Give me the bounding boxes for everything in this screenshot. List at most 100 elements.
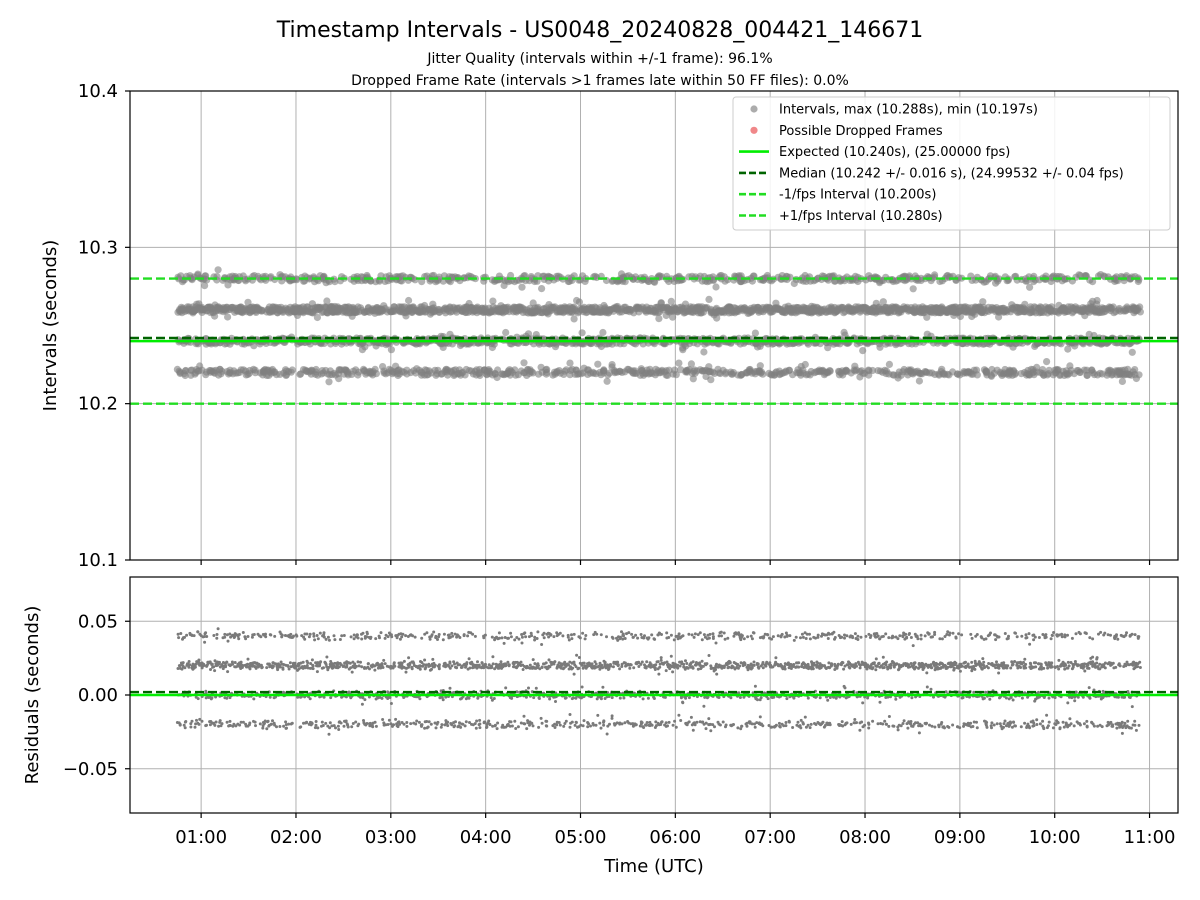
residual-point: [183, 726, 187, 730]
interval-point: [687, 360, 696, 368]
residual-point: [322, 695, 326, 699]
residual-point: [338, 638, 342, 641]
residual-point: [400, 635, 404, 639]
residual-point: [225, 660, 229, 664]
residual-point: [431, 657, 435, 661]
residual-point: [198, 717, 202, 721]
residual-point: [238, 723, 242, 727]
residual-point: [468, 666, 472, 670]
residual-point: [450, 664, 454, 668]
residual-point: [332, 724, 336, 728]
residual-point: [373, 720, 377, 724]
residual-point: [521, 668, 525, 671]
residual-point: [373, 668, 377, 672]
residual-point: [485, 725, 489, 729]
residual-point: [531, 658, 535, 662]
interval-point: [325, 378, 333, 386]
residual-point: [257, 662, 261, 666]
residual-point: [466, 634, 470, 638]
residual-point: [491, 655, 495, 659]
residual-point: [555, 723, 559, 727]
residual-point: [246, 657, 250, 661]
residual-point: [226, 639, 230, 643]
residual-point: [523, 722, 527, 726]
residual-point: [244, 637, 248, 641]
residual-point: [262, 722, 266, 726]
residual-point: [473, 722, 477, 726]
residual-point: [558, 723, 562, 727]
residual-point: [320, 720, 324, 724]
residual-point: [223, 635, 227, 639]
residual-point: [281, 666, 285, 670]
residual-point: [306, 661, 310, 665]
residual-point: [540, 721, 544, 725]
residual-point: [388, 696, 392, 699]
residual-point: [209, 668, 212, 671]
residual-point: [290, 721, 294, 725]
residual-point: [442, 632, 446, 636]
residual-point: [228, 724, 232, 727]
residual-point: [446, 720, 450, 724]
interval-point: [520, 359, 528, 367]
residual-point: [271, 719, 274, 723]
residual-point: [423, 658, 427, 662]
residual-point: [228, 719, 232, 723]
residual-point: [545, 724, 549, 728]
interval-point: [915, 377, 924, 385]
residual-point: [401, 632, 405, 636]
interval-point: [931, 271, 939, 279]
residual-point: [527, 686, 530, 690]
residual-point: [292, 634, 295, 638]
residual-point: [475, 719, 479, 723]
residual-point: [424, 663, 428, 667]
residual-point: [342, 634, 346, 637]
residual-point: [230, 660, 234, 664]
residual-point: [513, 638, 517, 642]
residual-point: [217, 724, 221, 728]
interval-point: [876, 343, 884, 351]
residual-point: [265, 666, 269, 670]
residual-point: [196, 630, 200, 634]
residual-point: [328, 721, 332, 725]
residual-point: [492, 697, 496, 700]
residual-point: [194, 662, 198, 666]
residual-point: [216, 627, 220, 631]
residual-point: [491, 662, 495, 666]
residual-point: [265, 727, 269, 731]
residual-point: [204, 696, 208, 700]
residual-point: [179, 632, 183, 635]
residual-point: [316, 637, 320, 641]
residual-point: [504, 686, 508, 690]
residual-point: [213, 723, 217, 727]
residual-point: [218, 720, 222, 724]
residual-point: [530, 634, 534, 638]
residual-point: [470, 660, 474, 664]
residual-point: [210, 696, 214, 700]
residual-point: [202, 663, 206, 667]
residual-point: [478, 718, 482, 722]
residual-point: [213, 659, 217, 663]
interval-point: [214, 266, 222, 274]
residual-point: [389, 702, 393, 705]
residual-point: [473, 634, 477, 638]
residual-point: [441, 698, 445, 702]
intervals-y-axis-label: Intervals (seconds): [40, 240, 61, 412]
residual-point: [523, 631, 527, 635]
interval-point: [372, 370, 380, 378]
residual-point: [177, 636, 181, 640]
residual-point: [226, 670, 230, 674]
residual-point: [327, 638, 331, 642]
interval-point: [405, 296, 413, 305]
residual-point: [402, 659, 406, 663]
interval-point: [387, 346, 395, 354]
residual-point: [464, 720, 468, 724]
residual-point: [531, 724, 535, 728]
legend-marker: [750, 105, 758, 113]
residual-point: [237, 633, 241, 636]
residual-point: [557, 721, 561, 724]
residual-point: [366, 662, 370, 666]
interval-point: [958, 274, 966, 282]
residual-point: [509, 720, 513, 724]
residual-point: [355, 633, 359, 637]
interval-point: [288, 366, 296, 374]
